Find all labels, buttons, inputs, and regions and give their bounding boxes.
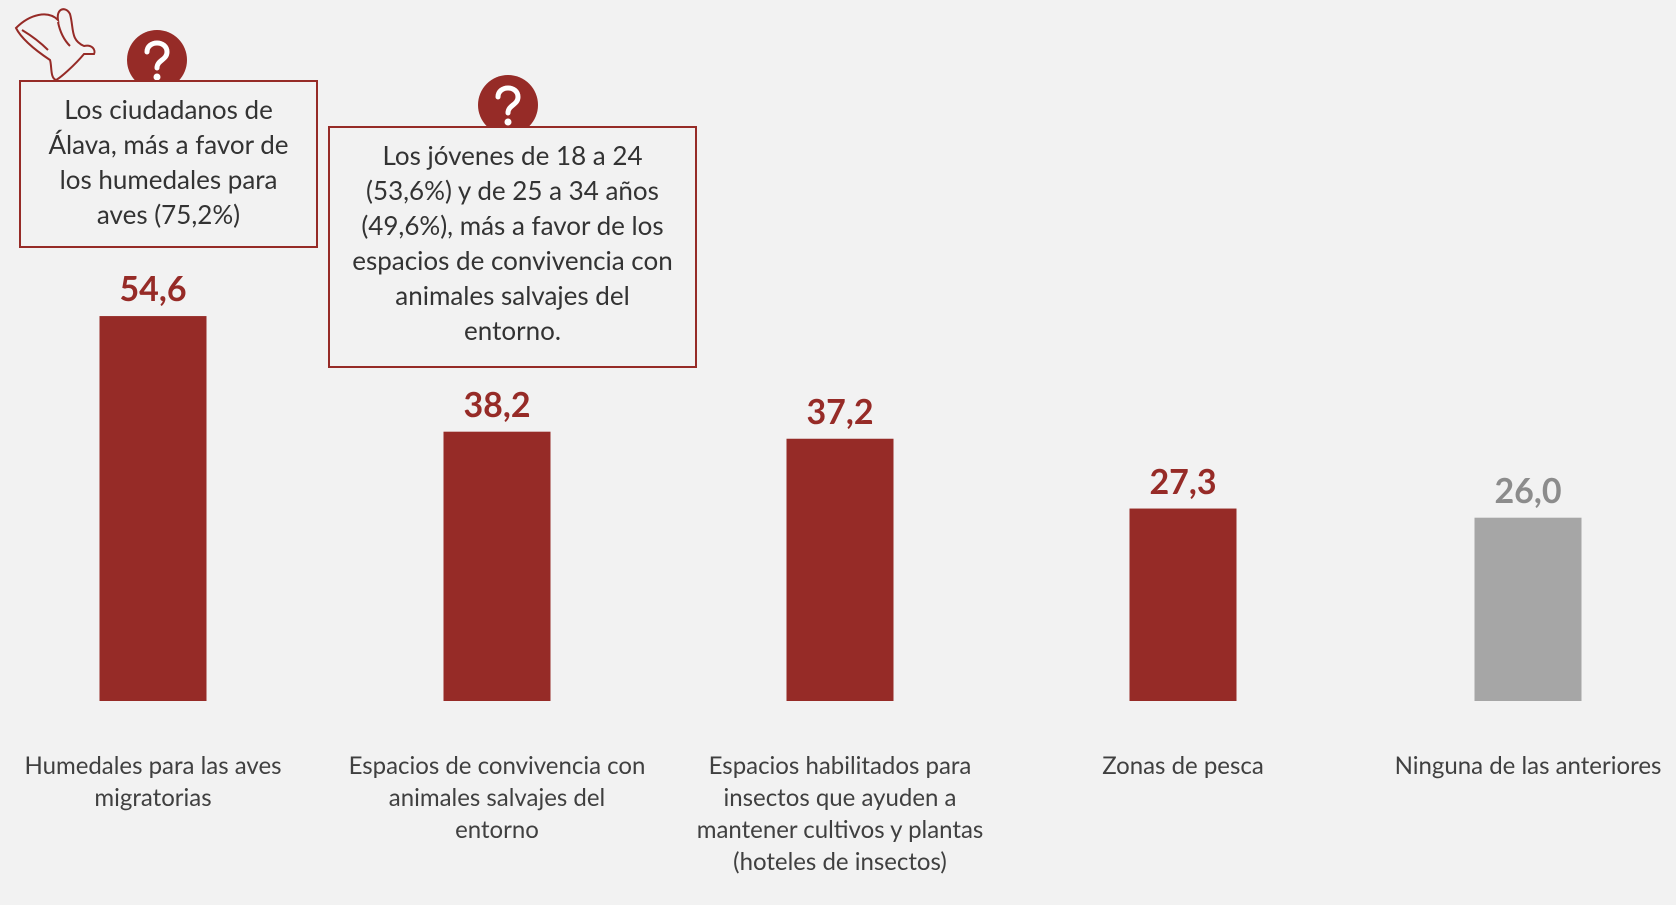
question-icon xyxy=(127,30,187,90)
bird-icon xyxy=(14,8,96,82)
bar xyxy=(443,431,551,701)
data-label: 38,2 xyxy=(463,383,531,425)
question-icon xyxy=(478,75,538,135)
x-tick-label: Humedales para las aves migratorias xyxy=(24,751,282,812)
x-tick-label: Espacios habilitados para insectos que a… xyxy=(696,751,984,876)
bar xyxy=(1129,508,1237,701)
data-label: 27,3 xyxy=(1149,460,1217,502)
bar xyxy=(786,438,894,701)
bar xyxy=(1474,517,1582,701)
annotation: Los jóvenes de 18 a 24 (53,6%) y de 25 a… xyxy=(328,126,697,368)
x-tick-label: Ninguna de las anteriores xyxy=(1394,751,1662,780)
annotation: Los ciudadanos de Álava, más a favor de … xyxy=(19,80,318,248)
data-label: 54,6 xyxy=(119,268,187,310)
data-label: 37,2 xyxy=(806,390,874,432)
x-tick-label: Zonas de pesca xyxy=(1102,751,1264,780)
bar xyxy=(99,316,207,701)
data-label: 26,0 xyxy=(1494,469,1562,511)
x-tick-label: Espacios de convivencia con animales sal… xyxy=(348,751,646,844)
